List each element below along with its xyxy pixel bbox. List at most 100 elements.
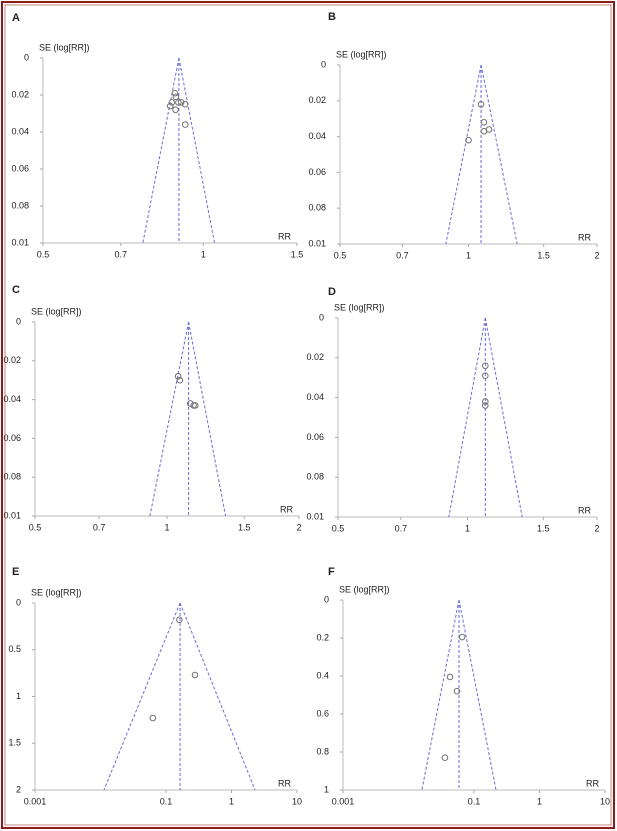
- x-tick-label: 0.7: [396, 250, 409, 260]
- y-tick-label: 1: [324, 784, 329, 794]
- y-tick-label: 0.01: [3, 510, 21, 520]
- funnel-line: [448, 317, 486, 518]
- y-tick-label: 0.08: [308, 203, 326, 213]
- funnel-line: [103, 602, 181, 791]
- x-tick-label: 0.001: [332, 796, 355, 806]
- x-tick-label: 2: [594, 250, 599, 260]
- study-point: [191, 671, 199, 679]
- x-tick-label: 0.1: [160, 796, 173, 806]
- funnel-line: [484, 317, 523, 518]
- panel-letter: B: [328, 11, 336, 23]
- y-axis-label: SE (log[RR]): [334, 302, 385, 312]
- x-tick-label: 0.1: [468, 796, 481, 806]
- y-tick-label: 0: [16, 597, 21, 607]
- funnel-line: [188, 321, 227, 517]
- study-point: [176, 616, 183, 624]
- x-tick-label: 1: [164, 522, 169, 532]
- study-point: [172, 106, 179, 114]
- y-tick-label: 0.04: [3, 394, 21, 404]
- x-tick-label: 0.7: [115, 249, 128, 259]
- y-tick-label: 0.02: [308, 95, 326, 105]
- y-tick-label: 0.06: [3, 433, 21, 443]
- y-tick-label: 0: [24, 52, 29, 62]
- study-point: [181, 121, 189, 128]
- study-point: [149, 714, 157, 722]
- x-axis-label: RR: [278, 231, 291, 241]
- funnel-line: [179, 602, 256, 791]
- y-tick-label: 0.04: [11, 126, 29, 136]
- x-tick-label: 1.5: [238, 522, 251, 532]
- x-tick-label: 0.7: [93, 522, 106, 532]
- y-tick-label: 0.6: [316, 708, 329, 718]
- x-axis-label: RR: [280, 504, 293, 514]
- study-point: [465, 136, 472, 144]
- frame-inner: [4, 4, 612, 826]
- study-point: [181, 100, 189, 108]
- study-point: [174, 373, 182, 380]
- study-point: [482, 362, 489, 370]
- x-tick-label: 0.7: [395, 523, 408, 533]
- x-tick-label: 10: [600, 796, 610, 806]
- y-axis-label: SE (log[RR]): [339, 584, 390, 594]
- funnel-line: [421, 599, 460, 791]
- study-point: [171, 89, 179, 97]
- y-tick-label: 0.06: [308, 167, 326, 177]
- y-tick-label: 1.5: [8, 738, 21, 748]
- study-point: [176, 376, 184, 384]
- study-point: [166, 102, 174, 110]
- y-tick-label: 0.01: [11, 237, 29, 247]
- y-tick-label: 0: [321, 59, 326, 69]
- study-point: [482, 398, 489, 405]
- funnel-line: [480, 64, 518, 245]
- study-point: [480, 127, 488, 135]
- y-tick-label: 0.08: [306, 472, 324, 482]
- x-tick-label: 1: [465, 523, 470, 533]
- funnel-line: [178, 57, 216, 244]
- x-tick-label: 0.5: [37, 249, 50, 259]
- y-tick-label: 0.01: [308, 238, 326, 248]
- y-tick-label: 0.04: [308, 131, 326, 141]
- study-point: [480, 118, 488, 126]
- study-point: [477, 101, 485, 108]
- y-tick-label: 0.8: [316, 746, 329, 756]
- x-axis-label: RR: [278, 778, 291, 788]
- y-tick-label: 0.08: [11, 200, 29, 210]
- panel-letter: C: [12, 284, 20, 296]
- x-tick-label: 0.001: [24, 796, 47, 806]
- x-axis-label: RR: [578, 232, 591, 242]
- y-tick-label: 0: [324, 594, 329, 604]
- y-tick-label: 0.06: [11, 163, 29, 173]
- y-axis-label: SE (log[RR]): [39, 42, 90, 52]
- x-tick-label: 0.5: [332, 523, 345, 533]
- panel-letter: A: [12, 12, 20, 24]
- y-tick-label: 0.06: [306, 432, 324, 442]
- x-tick-label: 0.5: [29, 522, 42, 532]
- panel-letter: E: [12, 566, 19, 578]
- x-tick-label: 1: [466, 250, 471, 260]
- x-tick-label: 1.5: [537, 523, 550, 533]
- x-tick-label: 2: [296, 522, 301, 532]
- y-tick-label: 0.04: [306, 392, 324, 402]
- y-tick-label: 0: [16, 316, 21, 326]
- study-point: [482, 372, 489, 380]
- funnel-line: [149, 321, 190, 517]
- funnel-line: [142, 57, 180, 244]
- x-tick-label: 1: [201, 249, 206, 259]
- study-point: [175, 99, 182, 106]
- x-axis-label: RR: [586, 778, 599, 788]
- study-point: [482, 402, 489, 409]
- y-tick-label: 0.4: [316, 670, 329, 680]
- y-tick-label: 0.2: [316, 632, 329, 642]
- y-tick-label: 0.01: [306, 511, 324, 521]
- funnel-line: [445, 64, 482, 245]
- y-tick-label: 0: [319, 312, 324, 322]
- panel-letter: D: [328, 286, 336, 298]
- x-tick-label: 1.5: [537, 250, 550, 260]
- y-axis-label: SE (log[RR]): [31, 306, 82, 316]
- y-axis-label: SE (log[RR]): [31, 587, 82, 597]
- y-axis-label: SE (log[RR]): [336, 49, 387, 59]
- y-tick-label: 0.02: [306, 352, 324, 362]
